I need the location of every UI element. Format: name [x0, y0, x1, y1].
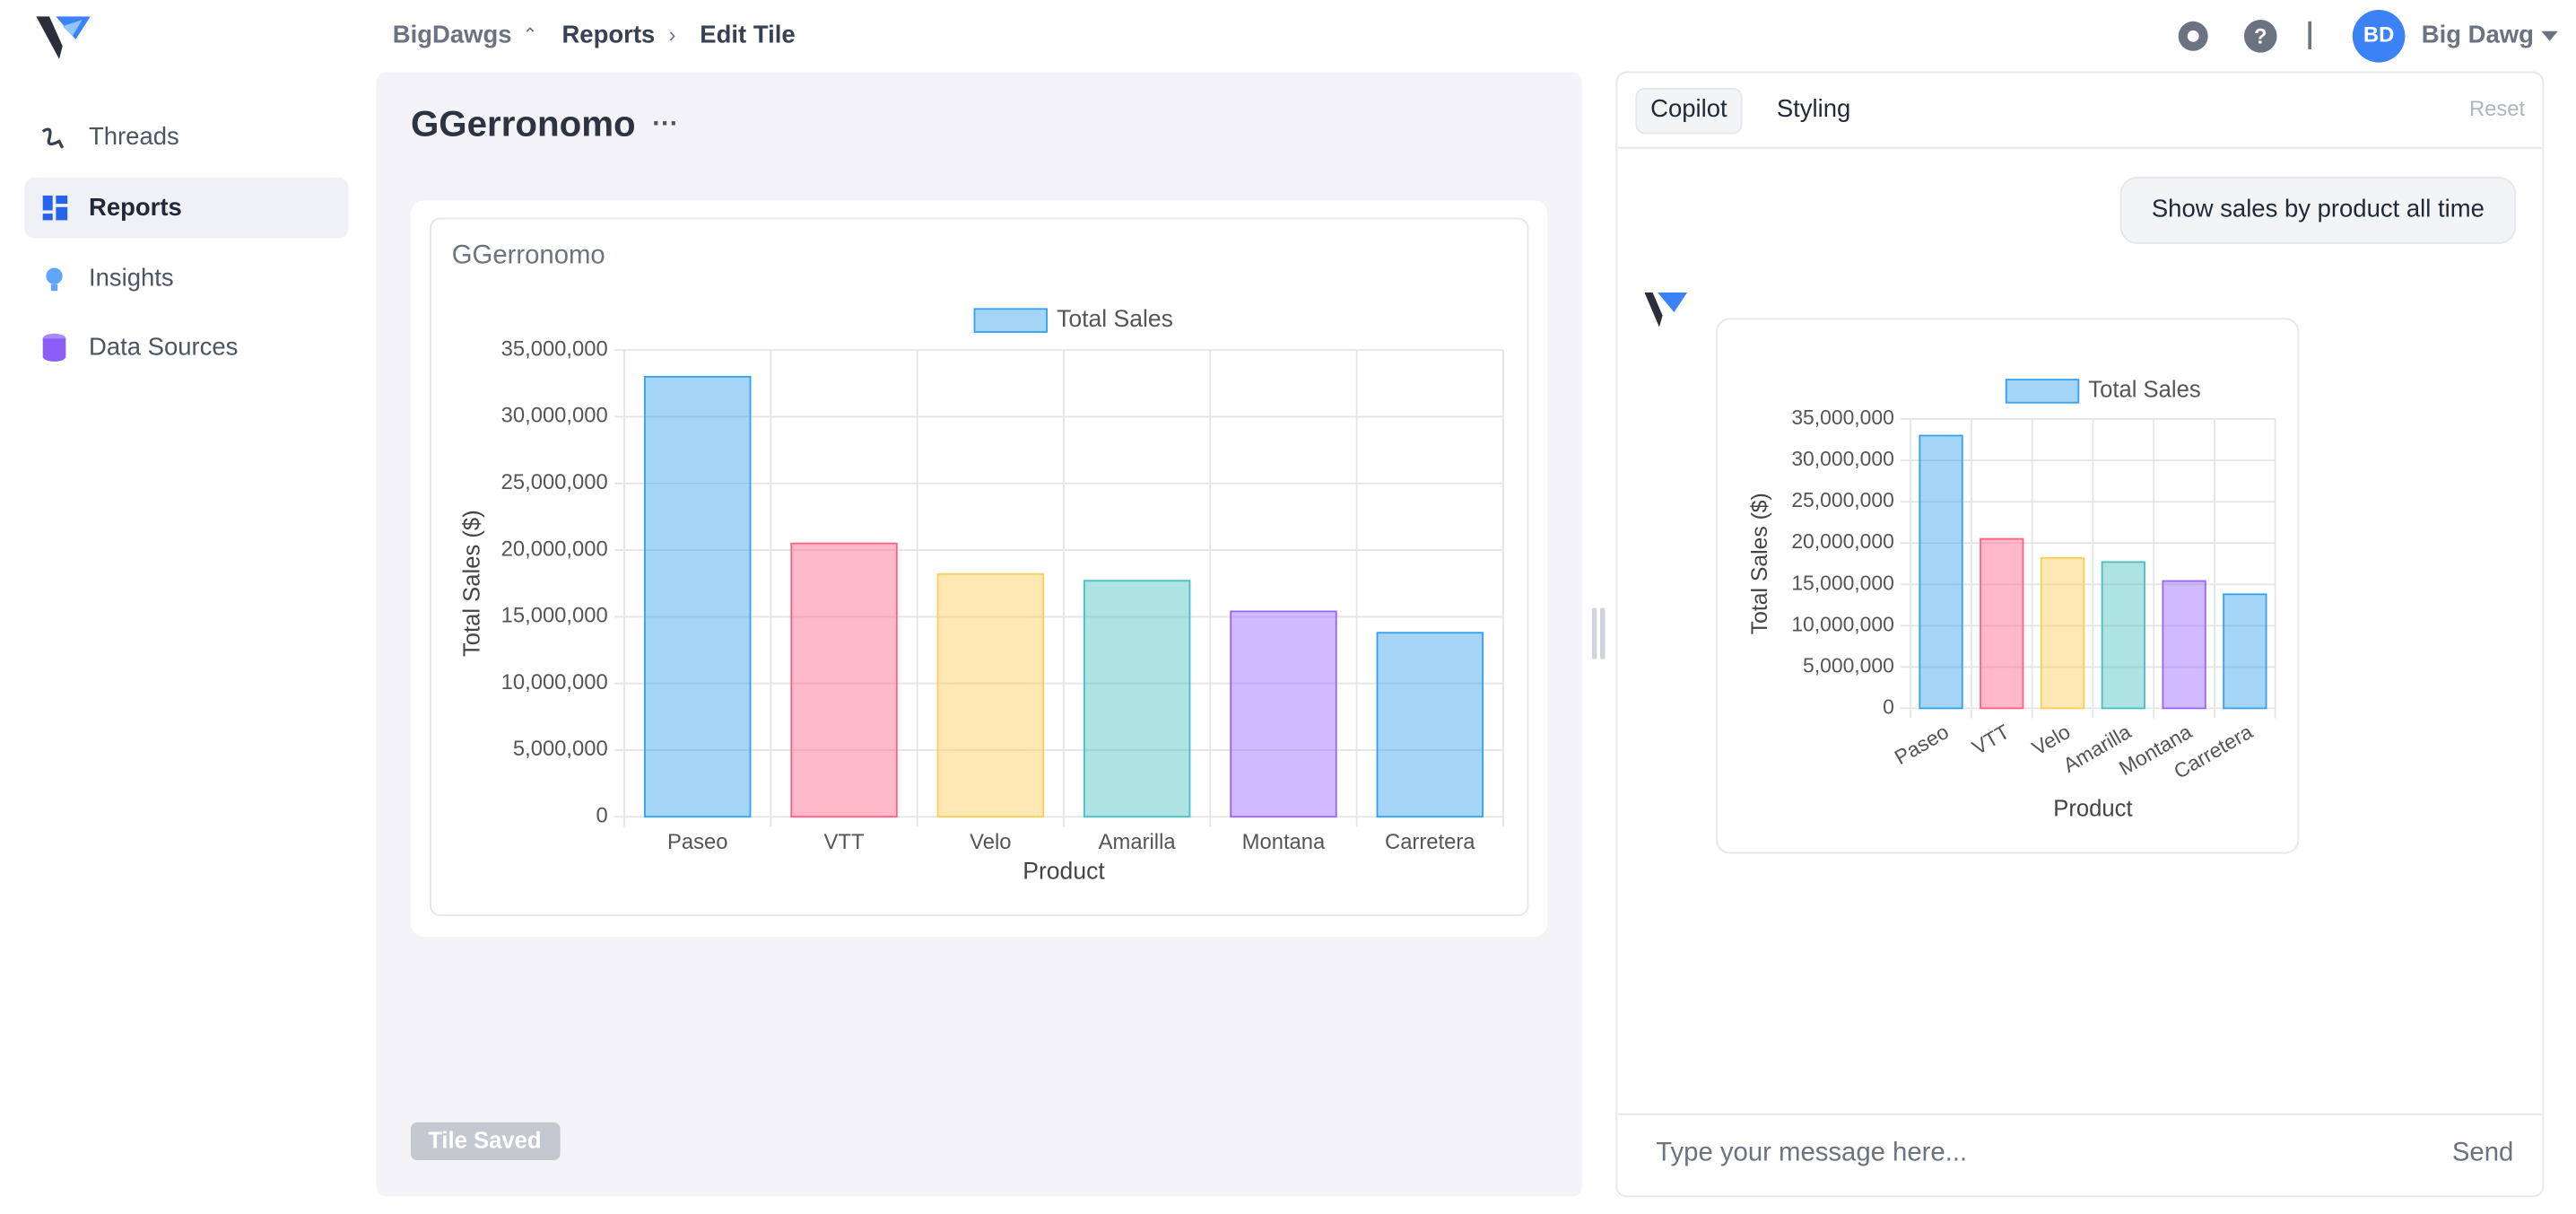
workspace[interactable]: BigDawgs: [393, 21, 512, 48]
y-tick-label: 35,000,000: [1791, 406, 1894, 429]
bar: [2101, 561, 2145, 710]
threads-icon: [41, 127, 65, 149]
bar: [2162, 580, 2206, 710]
settings-icon[interactable]: [2178, 21, 2208, 51]
tile-card: [410, 200, 1548, 937]
y-tick-label: 25,000,000: [1791, 488, 1894, 511]
nav-item[interactable]: Threads: [89, 122, 179, 150]
message-input[interactable]: Type your message here...: [1656, 1137, 1967, 1166]
y-tick-label: 15,000,000: [501, 604, 608, 628]
splitter[interactable]: [1591, 607, 1597, 659]
bar: [790, 542, 898, 818]
status-text: Tile Saved: [428, 1129, 541, 1154]
bar: [1083, 580, 1191, 818]
nav-item[interactable]: Data Sources: [89, 333, 238, 361]
splitter[interactable]: [1599, 607, 1606, 659]
y-tick-label: 15,000,000: [1791, 571, 1894, 594]
y-axis-title: Total Sales ($): [459, 510, 484, 657]
reset-button[interactable]: Reset: [2469, 97, 2526, 121]
x-tick-label: Amarilla: [1099, 830, 1177, 854]
chart: 0 5,000,000 10,000,000 15,000,000 20,000,000…: [459, 305, 1504, 885]
user-name[interactable]: Big Dawg: [2422, 21, 2534, 48]
y-tick-label: 35,000,000: [501, 336, 608, 361]
bot-avatar: [1644, 293, 1688, 328]
bar: [2040, 556, 2085, 710]
y-tick-label: 10,000,000: [1791, 612, 1894, 635]
bar: [1376, 632, 1484, 818]
legend-swatch: [2005, 379, 2080, 404]
bar: [936, 572, 1045, 818]
breadcrumb-separator: ›: [669, 23, 676, 48]
bar: [1919, 434, 1963, 710]
nav-item[interactable]: Reports: [89, 193, 182, 221]
user-message: [2119, 176, 2517, 244]
y-tick-label: 0: [1883, 694, 1894, 718]
y-tick-label: 30,000,000: [1791, 447, 1894, 470]
switch-icon[interactable]: ⌃: [523, 26, 538, 46]
chart-title: GGerronomo: [452, 240, 605, 269]
bar: [1980, 537, 2024, 710]
x-tick-label: Paseo: [667, 830, 727, 854]
tab[interactable]: Copilot: [1650, 94, 1727, 122]
y-tick-label: 20,000,000: [1791, 529, 1894, 553]
x-tick-label: VTT: [824, 830, 865, 854]
nav-item[interactable]: Insights: [89, 264, 174, 292]
x-axis-title: Product: [1023, 858, 1105, 885]
tab[interactable]: Styling: [1777, 94, 1850, 122]
bar: [2223, 593, 2267, 710]
y-tick-label: 5,000,000: [1803, 653, 1894, 677]
y-tick-label: 0: [596, 804, 608, 828]
y-tick-label: 30,000,000: [501, 404, 608, 428]
user-menu-caret[interactable]: [2541, 31, 2558, 41]
svg-text:?: ?: [2254, 24, 2267, 48]
datasources-icon: [42, 333, 66, 362]
chart-frame: [430, 217, 1529, 917]
y-axis-title: Total Sales ($): [1748, 493, 1772, 634]
tile-name[interactable]: GGerronomo: [411, 104, 636, 144]
x-tick-label: Velo: [970, 830, 1011, 854]
send-button[interactable]: Send: [2452, 1137, 2513, 1166]
y-tick-label: 20,000,000: [501, 537, 608, 561]
x-axis-title: Product: [2053, 797, 2132, 822]
nav-active-bg: [24, 177, 349, 239]
x-tick-label: Carretera: [1385, 830, 1475, 854]
logo[interactable]: [36, 16, 91, 59]
breadcrumb-section[interactable]: Reports: [561, 21, 655, 48]
y-tick-label: 10,000,000: [501, 670, 608, 694]
more-button[interactable]: ···: [652, 109, 678, 138]
divider: [2308, 21, 2312, 49]
breadcrumb-page: Edit Tile: [700, 21, 795, 48]
reports-icon: [42, 195, 68, 221]
legend-label: Total Sales: [2088, 378, 2200, 403]
tab-active[interactable]: [1635, 87, 1743, 135]
user-message-text: Show sales by product all time: [2152, 195, 2485, 223]
help-icon[interactable]: ?: [2243, 19, 2277, 53]
avatar-initials: BD: [2363, 23, 2394, 48]
x-tick-label: Montana: [1242, 830, 1326, 854]
avatar[interactable]: [2352, 9, 2406, 63]
y-tick-label: 5,000,000: [513, 737, 608, 761]
bar: [1230, 610, 1337, 818]
legend-swatch: [973, 308, 1049, 333]
bar: [644, 375, 752, 818]
insights-icon: [46, 267, 63, 292]
status-badge: [410, 1122, 561, 1161]
y-tick-label: 25,000,000: [501, 470, 608, 494]
legend-label: Total Sales: [1057, 305, 1173, 332]
